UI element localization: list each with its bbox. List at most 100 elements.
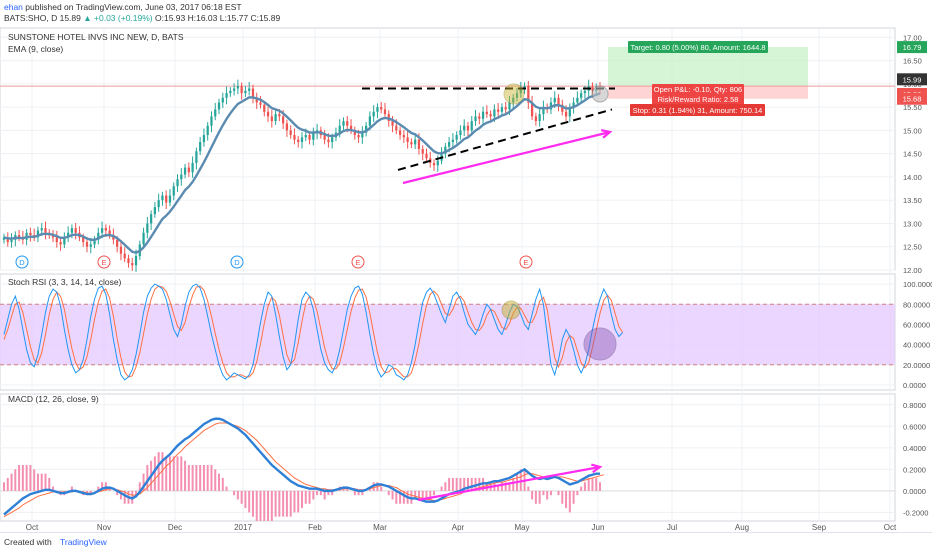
candle-body bbox=[380, 107, 383, 110]
risk-reward-label: Risk/Reward Ratio: 2.58 bbox=[658, 95, 739, 104]
price-y-tick-label: 12.00 bbox=[903, 266, 922, 275]
candle-body bbox=[232, 88, 236, 91]
macd-histogram-bar bbox=[417, 490, 420, 500]
candle-body bbox=[161, 195, 164, 201]
macd-histogram-bar bbox=[327, 490, 330, 496]
macd-y-tick-label: 0.0000 bbox=[903, 487, 926, 496]
risk-reward-label-bg bbox=[652, 94, 744, 105]
ticker-line: BATS:SHO, D 15.89 ▲ +0.03 (+0.19%) O:15.… bbox=[4, 13, 280, 23]
candle-body bbox=[285, 123, 289, 131]
candle-body bbox=[297, 139, 300, 143]
stoch-y-tick-label: 100.0000 bbox=[903, 280, 932, 289]
macd-histogram-bar bbox=[29, 465, 32, 491]
macd-histogram-bar bbox=[599, 482, 601, 491]
publish-info: published on TradingView.com, June 03, 2… bbox=[25, 2, 242, 12]
macd-histogram-bar bbox=[70, 486, 73, 491]
macd-histogram-bar bbox=[519, 469, 522, 491]
price-y-tick-label: 12.50 bbox=[903, 243, 922, 252]
macd-histogram-bar bbox=[52, 486, 55, 491]
candle-body bbox=[172, 186, 175, 196]
price-tag-bg bbox=[897, 73, 927, 86]
publish-line: ehan published on TradingView.com, June … bbox=[4, 2, 242, 12]
candle-body bbox=[236, 86, 239, 89]
macd-histogram-bar bbox=[225, 486, 228, 491]
candle-body bbox=[349, 125, 353, 131]
macd-histogram-bar bbox=[101, 482, 104, 491]
macd-histogram-bar bbox=[421, 490, 424, 500]
highlight-circle bbox=[591, 85, 609, 103]
stop-label: Stop: 0.31 (1.94%) 31, Amount: 750.14 bbox=[633, 106, 763, 115]
candle-body bbox=[263, 104, 266, 112]
candle-body bbox=[104, 228, 107, 231]
macd-title: MACD (12, 26, close, 9) bbox=[8, 394, 99, 404]
macd-histogram-bar bbox=[48, 477, 51, 491]
macd-histogram-bar bbox=[448, 477, 451, 491]
candle-body bbox=[108, 230, 111, 236]
macd-histogram-bar bbox=[304, 490, 307, 504]
macd-histogram-bar bbox=[135, 490, 138, 496]
candle-body bbox=[331, 137, 334, 143]
candle-body bbox=[410, 142, 413, 145]
candle-body bbox=[202, 135, 206, 143]
candle-body bbox=[481, 111, 485, 119]
event-marker bbox=[97, 255, 111, 269]
macd-histogram-bar bbox=[187, 465, 190, 491]
macd-histogram-bar bbox=[202, 465, 205, 491]
candle-body bbox=[312, 132, 315, 140]
macd-histogram-bar bbox=[512, 477, 515, 491]
macd-histogram-bar bbox=[123, 490, 126, 504]
tradingview-logo[interactable]: TradingView bbox=[60, 537, 107, 547]
event-marker bbox=[519, 255, 533, 269]
x-tick-label: Dec bbox=[168, 523, 182, 532]
macd-histogram-bar bbox=[218, 473, 221, 491]
macd-histogram-bar bbox=[293, 490, 296, 513]
event-marker-label: E bbox=[101, 258, 106, 267]
candle-body bbox=[70, 228, 74, 233]
created-with: Created with bbox=[4, 537, 52, 547]
target-zone bbox=[608, 47, 808, 87]
macd-histogram-bar bbox=[18, 465, 21, 491]
macd-histogram-bar bbox=[361, 490, 364, 496]
macd-histogram-bar bbox=[184, 460, 187, 491]
event-marker bbox=[230, 255, 244, 269]
candle-body bbox=[466, 125, 470, 131]
candle-body bbox=[63, 237, 66, 245]
macd-histogram-bar bbox=[297, 490, 300, 513]
candle-body bbox=[391, 121, 394, 126]
candle-body bbox=[425, 153, 428, 159]
macd-histogram-bar bbox=[255, 490, 258, 521]
macd-histogram-bar bbox=[508, 482, 511, 491]
macd-histogram-bar bbox=[25, 465, 28, 491]
macd-histogram-bar bbox=[221, 477, 224, 491]
candle-body bbox=[168, 195, 172, 203]
author-link[interactable]: ehan bbox=[4, 2, 23, 12]
x-tick-label: Feb bbox=[308, 523, 322, 532]
candle-body bbox=[353, 130, 356, 136]
macd-histogram-bar bbox=[319, 490, 322, 496]
candle-body bbox=[17, 235, 21, 238]
candle-body bbox=[470, 121, 473, 131]
candle-body bbox=[51, 235, 55, 238]
candle-body bbox=[346, 121, 349, 126]
macd-histogram-bar bbox=[500, 482, 503, 491]
candle-body bbox=[153, 207, 157, 215]
candle-body bbox=[580, 93, 583, 98]
macd-histogram-bar bbox=[497, 486, 500, 491]
chart-area[interactable]: D E D E E Target: 0.80 (5.00%) 80, Amount: 1… bbox=[0, 24, 932, 532]
macd-histogram-bar bbox=[391, 490, 394, 500]
macd-histogram-bar bbox=[572, 490, 575, 504]
candle-body bbox=[497, 109, 500, 112]
event-marker-label: D bbox=[19, 258, 25, 267]
macd-histogram-bar bbox=[580, 486, 583, 491]
candle-body bbox=[417, 139, 421, 149]
event-marker bbox=[351, 255, 365, 269]
stop-label-bg bbox=[630, 104, 765, 116]
macd-trend-arrow bbox=[417, 465, 601, 502]
candle-body bbox=[270, 116, 273, 122]
candle-body bbox=[534, 116, 537, 122]
candle-body bbox=[512, 97, 515, 103]
candle-body bbox=[206, 125, 209, 136]
macd-histogram-bar bbox=[10, 473, 13, 491]
candle-body bbox=[436, 160, 439, 166]
price-trend-arrow bbox=[402, 130, 611, 185]
